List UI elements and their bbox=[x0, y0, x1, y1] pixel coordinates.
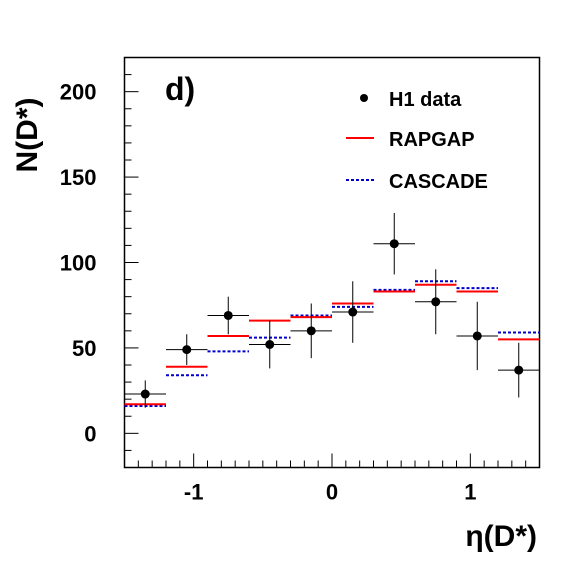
major-ticks bbox=[124, 91, 471, 468]
minor-ticks bbox=[124, 74, 527, 468]
panel-label: d) bbox=[165, 71, 195, 107]
data-point bbox=[182, 345, 192, 355]
x-tick-label: 0 bbox=[326, 480, 338, 505]
y-tick-label: 50 bbox=[72, 336, 96, 361]
data-point bbox=[431, 297, 441, 307]
data-point bbox=[265, 340, 275, 349]
h1-data-points bbox=[124, 212, 540, 408]
y-axis-label: N(D*) bbox=[11, 98, 44, 173]
legend-cascade-label: CASCADE bbox=[389, 171, 488, 193]
y-tick-label: 100 bbox=[60, 251, 97, 276]
legend-h1-marker bbox=[360, 94, 368, 102]
data-point bbox=[348, 307, 358, 317]
legend: H1 data RAPGAP CASCADE bbox=[346, 89, 488, 193]
x-tick-label: 1 bbox=[464, 480, 476, 505]
data-point bbox=[514, 365, 524, 375]
data-point bbox=[223, 310, 233, 320]
data-point bbox=[306, 326, 316, 336]
legend-h1-label: H1 data bbox=[389, 89, 462, 111]
y-tick-label: 0 bbox=[84, 421, 96, 446]
x-tick-labels: -1 0 1 bbox=[184, 480, 477, 505]
cascade-histogram bbox=[124, 280, 540, 407]
data-point bbox=[472, 331, 482, 341]
y-tick-label: 150 bbox=[60, 165, 97, 190]
x-tick-label: -1 bbox=[184, 480, 204, 505]
y-tick-labels: 0 50 100 150 200 bbox=[60, 80, 97, 447]
y-tick-label: 200 bbox=[60, 80, 97, 105]
plot-frame bbox=[123, 56, 541, 469]
data-point bbox=[389, 239, 399, 249]
x-axis-label: η(D*) bbox=[465, 520, 537, 553]
legend-rapgap-label: RAPGAP bbox=[389, 129, 475, 151]
data-point bbox=[140, 389, 150, 399]
